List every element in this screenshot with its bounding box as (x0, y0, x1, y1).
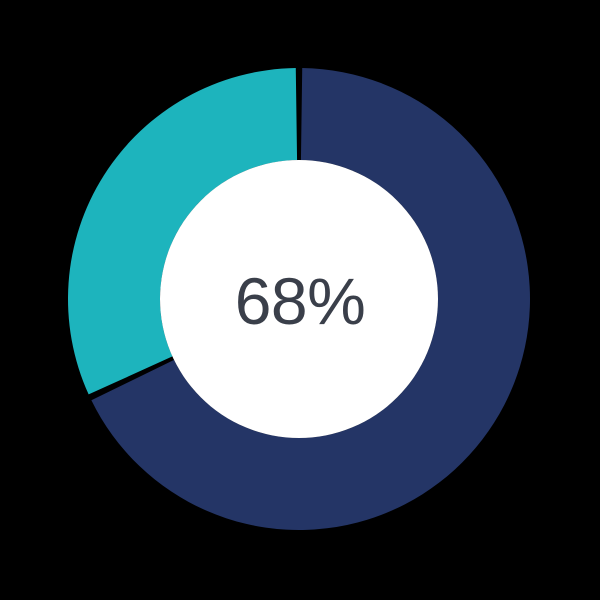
donut-slice-remaining[interactable] (67, 68, 298, 395)
donut-slice-completed[interactable] (91, 68, 531, 530)
donut-hole (160, 160, 438, 438)
donut-slices (67, 68, 531, 530)
